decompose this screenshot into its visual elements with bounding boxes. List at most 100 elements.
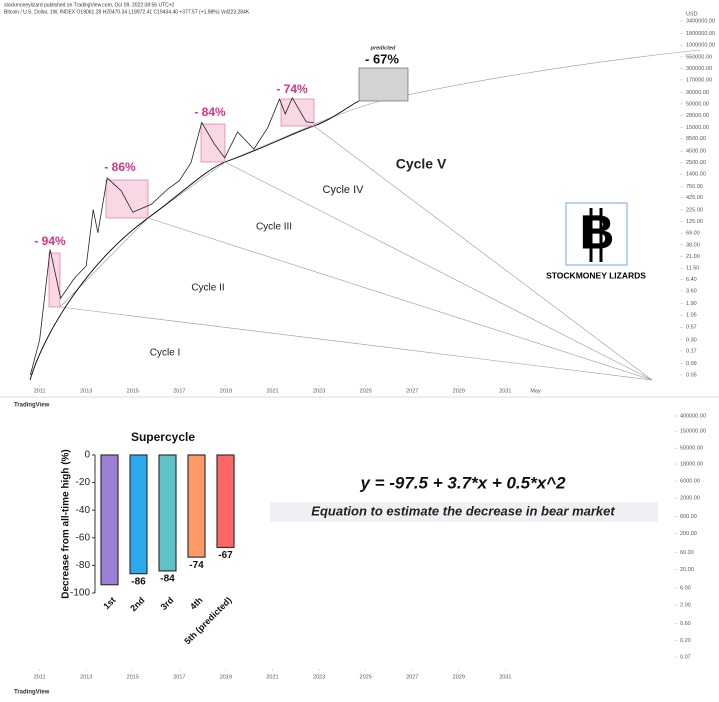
annotation: - 86%: [104, 160, 136, 174]
y-tick-label: 11.50: [686, 266, 699, 272]
y-tick-label: 2.00: [680, 603, 691, 609]
equation-caption: Equation to estimate the decrease in bea…: [311, 503, 615, 518]
y-tick-label: 600.00: [680, 514, 697, 520]
value-label: -67: [218, 550, 233, 561]
y-tick-label: 750.00: [686, 184, 703, 190]
x-tick-label: 2031: [499, 674, 511, 680]
y-tick-label: 4500.00: [686, 149, 706, 155]
bar: [158, 454, 177, 572]
y-tick-label: 20.00: [680, 567, 694, 573]
logo-text: STOCKMONEY LIZARDS: [546, 270, 646, 280]
y-tick-label: 0.17: [686, 348, 697, 354]
y-tick-label: 0.30: [686, 337, 697, 343]
y-tick-label: 170000.00: [686, 77, 712, 83]
value-label: -86: [131, 576, 146, 587]
x-tick-label: 2025: [360, 674, 372, 680]
annotation: Cycle V: [396, 156, 447, 172]
bar: [100, 454, 119, 586]
y-tick-label: 1000000.00: [686, 43, 715, 49]
y-tick-label: 0.07: [680, 654, 691, 660]
x-tick-label: 2025: [360, 388, 372, 394]
value-label: -74: [189, 560, 204, 571]
x-tick-label: 2011: [34, 674, 46, 680]
x-tick-label: 2029: [453, 388, 465, 394]
y-tick-label: 0.09: [686, 361, 697, 367]
annotation: - 84%: [194, 105, 226, 119]
y-tick-label: 50000.00: [686, 101, 709, 107]
y-tick-label: 28000.00: [686, 113, 709, 119]
y-tick-label: 8500.00: [686, 136, 706, 142]
y-tick-label: 0: [84, 450, 90, 461]
x-tick-label: 2011: [34, 388, 46, 394]
drawdown-boxes: [48, 67, 409, 308]
y-tick-label: 15000.00: [686, 125, 709, 131]
y-unit: USD: [686, 11, 698, 17]
annotation: Cycle II: [191, 283, 224, 294]
y-tick-label: 400000.00: [680, 413, 706, 419]
y-tick-label: 90000.00: [686, 90, 709, 96]
y-tick-label: 550000.00: [686, 54, 712, 60]
y-tick-label: 0.20: [680, 638, 691, 644]
annotation: - 67%: [365, 51, 399, 66]
y-tick-label: 50000.00: [680, 446, 703, 452]
x-tick-label: 2017: [173, 674, 185, 680]
x-tick-label: 2021: [266, 388, 278, 394]
x-tick-label: 2019: [220, 388, 232, 394]
y-tick-label: 125.00: [686, 219, 703, 225]
y-tick-label: -80: [76, 560, 91, 571]
x-tick-label: 2027: [406, 674, 418, 680]
annotation: Cycle IV: [323, 184, 365, 196]
price-line: [29, 97, 314, 376]
y-tick-label: 60.00: [680, 550, 694, 556]
x-tick-label: 2031: [499, 388, 511, 394]
y-tick-label: 3400000.00: [686, 19, 715, 25]
y-tick-label: 2000.00: [680, 496, 700, 502]
x-tick-label: 2017: [173, 388, 185, 394]
x-tick-label: 2015: [127, 674, 139, 680]
x-tick-label: May: [530, 388, 541, 394]
x-tick-label: 2027: [406, 388, 418, 394]
y-tick-label: 1400.00: [686, 172, 706, 178]
y-tick-label: 300000.00: [686, 66, 712, 72]
y-tick-label: 6000.00: [680, 479, 700, 485]
x-tick-label: 2019: [220, 674, 232, 680]
y-tick-label: 150000.00: [680, 429, 706, 435]
svg-text:B: B: [580, 207, 615, 260]
bar: [216, 454, 235, 549]
y-tick-label: 6.00: [680, 586, 691, 592]
y-tick-label: 0.05: [686, 372, 697, 378]
bar-title: Supercycle: [131, 430, 195, 444]
y-tick-label: 18000.00: [680, 461, 703, 467]
brand: TradingView: [14, 403, 50, 409]
header: stockmoneylizard published on TradingVie…: [4, 2, 175, 8]
annotation: - 94%: [34, 234, 66, 248]
annotation: Cycle I: [150, 348, 181, 359]
y-tick-label: 0.60: [680, 621, 691, 627]
equation: y = -97.5 + 3.7*x + 0.5*x^2: [359, 473, 566, 492]
y-tick-label: -20: [76, 477, 91, 488]
x-tick-label: 2023: [313, 388, 325, 394]
bar: [129, 454, 148, 575]
y-tick-label: 1800000.00: [686, 31, 715, 37]
y-tick-label: 6.40: [686, 277, 697, 283]
y-tick-label: 425.00: [686, 195, 703, 201]
chart-title: Bitcoin / U.S. Dollar, 1W, INDEX O19061.…: [4, 9, 250, 15]
cycle-lines: [29, 49, 701, 381]
bar: [187, 454, 206, 558]
y-tick-label: 200.00: [680, 531, 697, 537]
y-tick-label: 1.05: [686, 313, 697, 319]
x-tick-label: 2013: [80, 674, 92, 680]
annotation: predicted: [370, 45, 396, 51]
y-tick-label: -40: [76, 505, 91, 516]
y-tick-label: 69.00: [686, 231, 700, 237]
y-tick-label: 38.00: [686, 242, 700, 248]
x-tick-label: 2029: [453, 674, 465, 680]
x-tick-label: 2015: [127, 388, 139, 394]
y-tick-label: 225.00: [686, 207, 703, 213]
annotation: - 74%: [276, 82, 308, 96]
y-tick-label: 0.57: [686, 325, 697, 331]
annotation: Cycle III: [256, 222, 292, 233]
